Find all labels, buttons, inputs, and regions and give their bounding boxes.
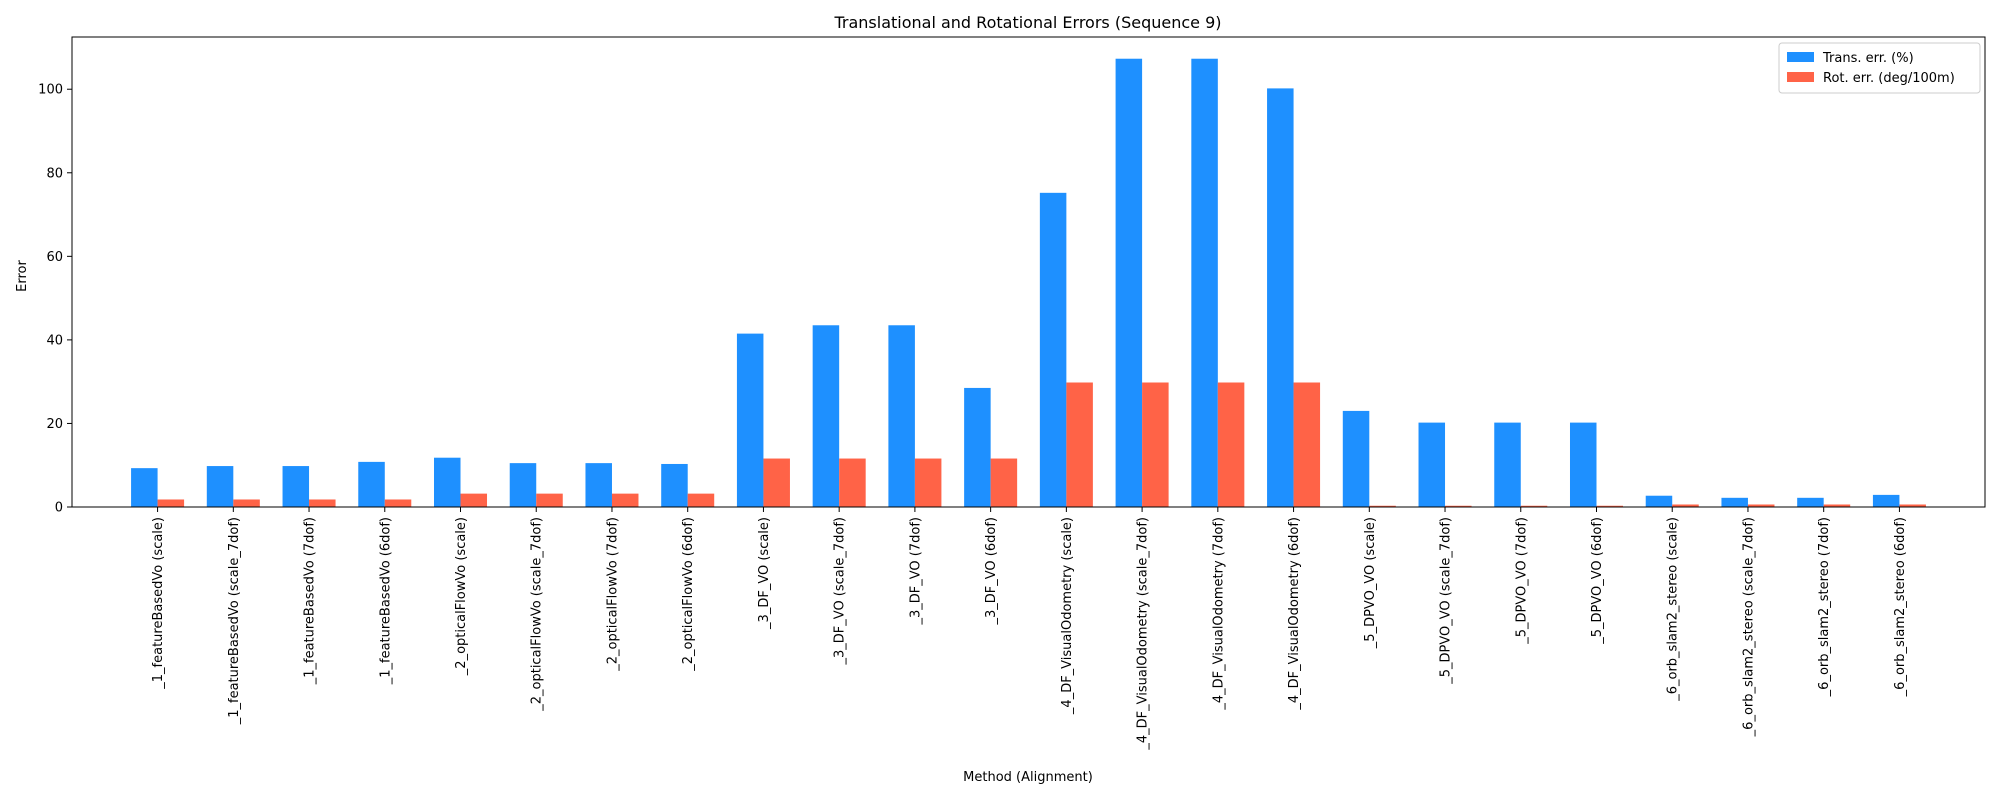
trans-err-bar-22 — [1797, 497, 1824, 507]
x-axis-label: Method (Alignment) — [963, 770, 1093, 785]
rot-err-bar-13 — [1142, 382, 1169, 507]
x-tick-label: _2_opticalFlowVo (6dof) — [681, 517, 696, 672]
rot-err-bar-17 — [1445, 505, 1472, 507]
y-tick-label: 80 — [46, 166, 63, 181]
plot-frame — [71, 36, 1986, 508]
trans-err-bar-8 — [736, 333, 764, 507]
x-tick-label: _5_DPVO_VO (7dof) — [1514, 517, 1529, 645]
x-tick-label: _1_featureBasedVo (7dof) — [303, 517, 318, 685]
rot-err-bar-20 — [1672, 504, 1699, 507]
rot-err-bar-14 — [1217, 382, 1245, 507]
rot-err-bar-19 — [1596, 505, 1623, 507]
trans-err-bar-3 — [358, 461, 385, 507]
rot-err-bar-3 — [384, 499, 412, 507]
x-tick-label: _1_featureBasedVo (scale_7dof) — [227, 517, 242, 725]
rot-err-bar-12 — [1066, 382, 1093, 507]
rot-err-bar-6 — [611, 493, 639, 507]
rot-err-bar-23 — [1899, 504, 1926, 507]
trans-err-bar-17 — [1418, 422, 1446, 507]
y-tick-label: 60 — [46, 250, 63, 265]
trans-err-bar-16 — [1342, 410, 1370, 507]
rot-err-bar-8 — [763, 458, 790, 507]
trans-err-bar-20 — [1645, 495, 1673, 507]
trans-err-bar-18 — [1494, 422, 1521, 507]
x-tick-label: _4_DF_VisualOdometry (7dof) — [1211, 517, 1226, 711]
trans-err-bar-11 — [964, 387, 991, 507]
x-axis: _1_featureBasedVo (scale) _1_featureBased… — [151, 507, 1908, 751]
rot-err-bar-0 — [157, 499, 185, 507]
trans-err-bar-15 — [1267, 88, 1294, 507]
trans-err-bar-9 — [812, 325, 840, 507]
x-tick-label: _3_DF_VO (7dof) — [908, 517, 923, 626]
rot-err-bar-16 — [1369, 505, 1396, 507]
rot-err-bar-18 — [1520, 505, 1548, 507]
x-tick-label: _3_DF_VO (scale_7dof) — [833, 517, 848, 665]
trans-err-bar-6 — [585, 463, 612, 507]
x-tick-label: _4_DF_VisualOdometry (scale_7dof) — [1136, 517, 1151, 751]
trans-err-bar-7 — [661, 463, 688, 507]
x-tick-label: _6_orb_slam2_stereo (6dof) — [1893, 517, 1908, 697]
x-tick-label: _5_DPVO_VO (scale) — [1363, 517, 1378, 649]
legend: Trans. err. (%) Rot. err. (deg/100m) — [1778, 42, 1981, 94]
trans-err-bar-12 — [1039, 192, 1067, 507]
trans-err-bar-1 — [206, 466, 234, 507]
legend-swatch — [1787, 72, 1814, 82]
legend-label: Rot. err. (deg/100m) — [1823, 71, 1955, 86]
chart-title: Translational and Rotational Errors (Seq… — [833, 13, 1221, 32]
rot-err-bar-21 — [1747, 504, 1775, 507]
rot-err-bar-1 — [233, 499, 260, 507]
trans-err-bar-2 — [282, 466, 310, 507]
rot-err-bar-22 — [1823, 504, 1851, 507]
x-tick-label: _1_featureBasedVo (6dof) — [378, 517, 393, 685]
trans-err-bar-0 — [131, 468, 158, 507]
legend-box — [1778, 42, 1981, 94]
x-tick-label: _2_opticalFlowVo (scale_7dof) — [530, 517, 545, 712]
x-tick-label: _6_orb_slam2_stereo (7dof) — [1817, 517, 1832, 697]
x-tick-label: _2_opticalFlowVo (7dof) — [605, 517, 620, 672]
trans-err-bar-13 — [1115, 58, 1143, 507]
trans-err-bar-14 — [1191, 58, 1218, 507]
trans-err-bar-5 — [509, 463, 537, 507]
x-tick-label: _5_DPVO_VO (6dof) — [1590, 517, 1605, 645]
x-tick-label: _6_orb_slam2_stereo (scale) — [1666, 517, 1681, 702]
y-axis: 0 20 40 60 80 100 — [38, 83, 72, 516]
rot-err-bar-5 — [536, 493, 563, 507]
y-tick-label: 100 — [38, 83, 63, 98]
trans-err-bar-23 — [1872, 494, 1900, 507]
trans-err-bar-21 — [1721, 497, 1748, 507]
legend-label: Trans. err. (%) — [1822, 51, 1914, 66]
rot-err-bar-15 — [1293, 382, 1321, 507]
bars-group — [131, 58, 1926, 507]
x-tick-label: _1_featureBasedVo (scale) — [151, 517, 166, 690]
y-tick-label: 0 — [55, 501, 63, 516]
rot-err-bar-7 — [687, 493, 715, 507]
trans-err-bar-4 — [434, 457, 461, 507]
x-tick-label: _3_DF_VO (6dof) — [984, 517, 999, 626]
trans-err-bar-10 — [888, 325, 915, 507]
x-tick-label: _2_opticalFlowVo (scale) — [454, 517, 469, 676]
y-axis-label: Error — [15, 260, 30, 292]
x-tick-label: _4_DF_VisualOdometry (scale) — [1060, 517, 1075, 715]
rot-err-bar-11 — [990, 458, 1018, 507]
y-tick-label: 40 — [46, 333, 63, 348]
legend-swatch — [1787, 52, 1814, 62]
x-tick-label: _6_orb_slam2_stereo (scale_7dof) — [1741, 517, 1756, 737]
x-tick-label: _4_DF_VisualOdometry (6dof) — [1287, 517, 1302, 711]
y-tick-label: 20 — [46, 417, 63, 432]
rot-err-bar-9 — [839, 458, 866, 507]
rot-err-bar-4 — [460, 493, 488, 507]
rot-err-bar-10 — [914, 458, 942, 507]
x-tick-label: _5_DPVO_VO (scale_7dof) — [1439, 517, 1454, 685]
rot-err-bar-2 — [309, 499, 336, 507]
x-tick-label: _3_DF_VO (scale) — [757, 517, 772, 630]
trans-err-bar-19 — [1569, 422, 1597, 507]
